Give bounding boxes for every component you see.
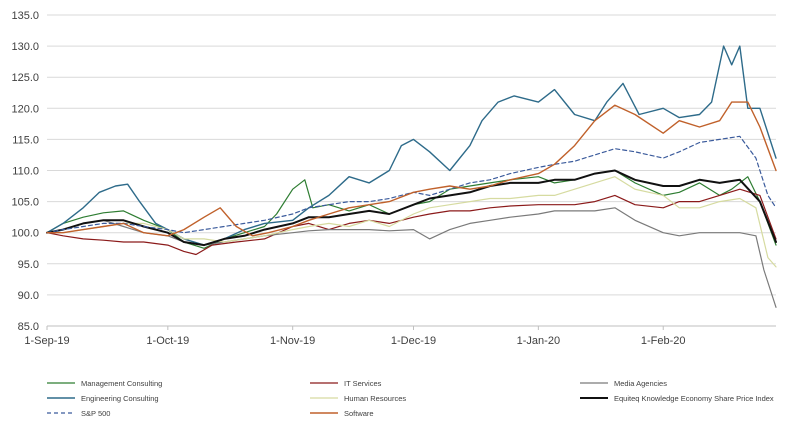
series-line-3 (46, 45, 777, 246)
series-line-0 (46, 169, 777, 249)
y-tick-label: 130.0 (11, 41, 39, 53)
y-tick-label: 125.0 (11, 72, 39, 84)
x-tick-label: 1-Jan-20 (517, 335, 560, 347)
x-tick-label: 1-Feb-20 (641, 335, 686, 347)
y-tick-label: 105.0 (11, 197, 39, 209)
y-tick-label: 95.0 (18, 259, 39, 271)
y-tick-label: 100.0 (11, 228, 39, 240)
legend-label-3: Engineering Consulting (81, 394, 159, 403)
legend-label-2: Media Agencies (614, 379, 667, 388)
y-tick-label: 90.0 (18, 290, 39, 302)
series-line-6 (46, 135, 777, 234)
legend-label-4: Human Resources (344, 394, 406, 403)
legend-label-7: Software (344, 409, 374, 418)
x-tick-label: 1-Nov-19 (270, 335, 315, 347)
series-line-2 (46, 207, 777, 308)
x-tick-label: 1-Sep-19 (24, 335, 69, 347)
y-tick-label: 135.0 (11, 10, 39, 22)
series-line-7 (46, 101, 777, 237)
legend-label-0: Management Consulting (81, 379, 162, 388)
x-tick-label: 1-Dec-19 (391, 335, 436, 347)
y-tick-label: 85.0 (18, 321, 39, 333)
legend-label-6: S&P 500 (81, 409, 110, 418)
series-lines (46, 45, 777, 308)
axes: 85.0 90.0 95.0 100.0 105.0 110.0 115.0 120.0 125… (11, 10, 776, 347)
gridlines (47, 14, 776, 296)
legend: Management Consulting IT Services Media Ag… (47, 379, 774, 418)
y-tick-label: 120.0 (11, 103, 39, 115)
series-line-4 (46, 176, 777, 268)
series-line-1 (46, 188, 777, 256)
x-tick-label: 1-Oct-19 (146, 335, 189, 347)
series-line-5 (46, 169, 777, 247)
y-tick-label: 110.0 (12, 166, 39, 178)
legend-label-5: Equiteq Knowledge Economy Share Price In… (614, 394, 774, 403)
y-tick-label: 115.0 (12, 134, 39, 146)
legend-label-1: IT Services (344, 379, 382, 388)
